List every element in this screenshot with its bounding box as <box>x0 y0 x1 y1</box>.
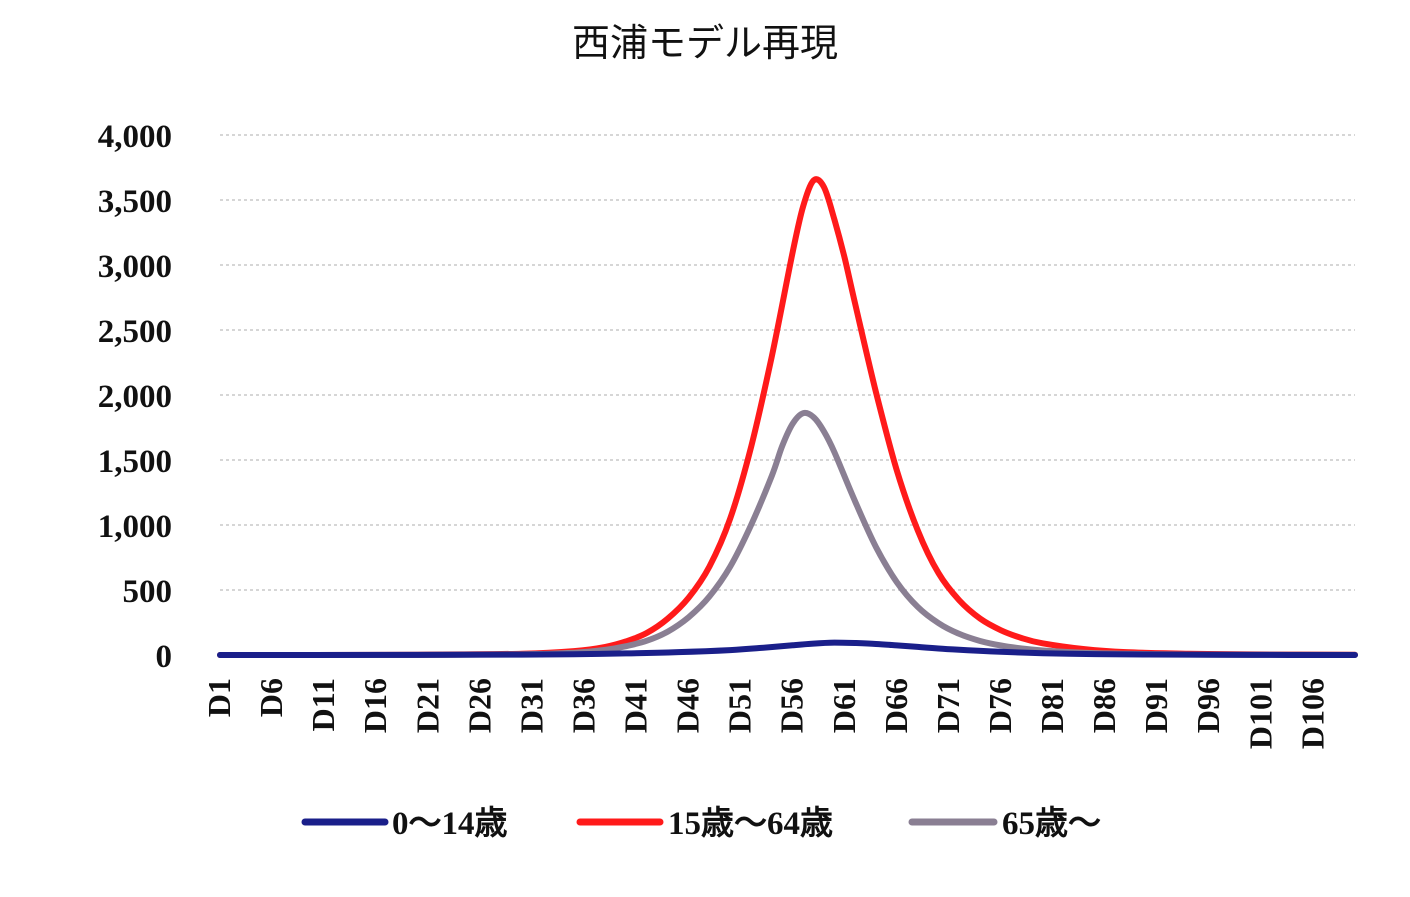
x-tick-label: D1 <box>201 678 237 717</box>
y-tick-label: 3,500 <box>98 184 172 220</box>
y-axis: 0 500 1,000 1,500 2,000 2,500 3,000 3,500 4,000 <box>98 119 172 675</box>
x-axis: D1 D6 D11 D16 D21 D26 D31 D36 D41 D46 D51 D56 D61 D66… <box>201 678 1330 749</box>
y-tick-label: 1,500 <box>98 444 172 480</box>
x-tick-label: D76 <box>982 678 1018 733</box>
x-tick-label: D51 <box>722 678 758 733</box>
series-15-64-line <box>217 176 1358 659</box>
series-layer <box>217 176 1358 659</box>
y-tick-label: 3,000 <box>98 249 172 285</box>
x-tick-label: D66 <box>878 678 914 733</box>
legend: 0～14歳 15歳～64歳 65歳～ <box>301 805 1101 842</box>
x-tick-label: D101 <box>1242 678 1278 749</box>
x-tick-label: D106 <box>1294 678 1330 749</box>
legend-label: 65歳～ <box>1002 805 1101 842</box>
series-0-14-line <box>217 639 1358 659</box>
x-tick-label: D11 <box>305 678 341 731</box>
x-tick-label: D81 <box>1034 678 1070 733</box>
gridlines <box>220 134 1355 591</box>
x-tick-label: D26 <box>461 678 497 733</box>
x-tick-label: D31 <box>513 678 549 733</box>
legend-label: 15歳～64歳 <box>668 805 833 842</box>
x-tick-label: D71 <box>930 678 966 733</box>
y-tick-label: 0 <box>156 639 173 675</box>
x-tick-label: D56 <box>774 678 810 733</box>
x-tick-label: D6 <box>253 678 289 717</box>
x-tick-label: D96 <box>1190 678 1226 733</box>
x-tick-label: D91 <box>1138 678 1174 733</box>
x-tick-label: D46 <box>670 678 706 733</box>
legend-item-0-14: 0～14歳 <box>301 805 508 842</box>
chart-title: 西浦モデル再現 <box>572 21 838 65</box>
y-tick-label: 1,000 <box>98 509 172 545</box>
x-tick-label: D16 <box>357 678 393 733</box>
x-tick-label: D21 <box>409 678 445 733</box>
legend-item-65-plus: 65歳～ <box>908 805 1101 842</box>
y-tick-label: 2,500 <box>98 314 172 350</box>
y-tick-label: 2,000 <box>98 379 172 415</box>
x-tick-label: D86 <box>1086 678 1122 733</box>
series-65-plus-line <box>217 409 1358 659</box>
x-tick-label: D61 <box>826 678 862 733</box>
legend-item-15-64: 15歳～64歳 <box>576 805 833 842</box>
x-tick-label: D36 <box>565 678 601 733</box>
y-tick-label: 500 <box>123 574 173 610</box>
y-tick-label: 4,000 <box>98 119 172 155</box>
x-tick-label: D41 <box>618 678 654 733</box>
legend-label: 0～14歳 <box>392 805 508 842</box>
